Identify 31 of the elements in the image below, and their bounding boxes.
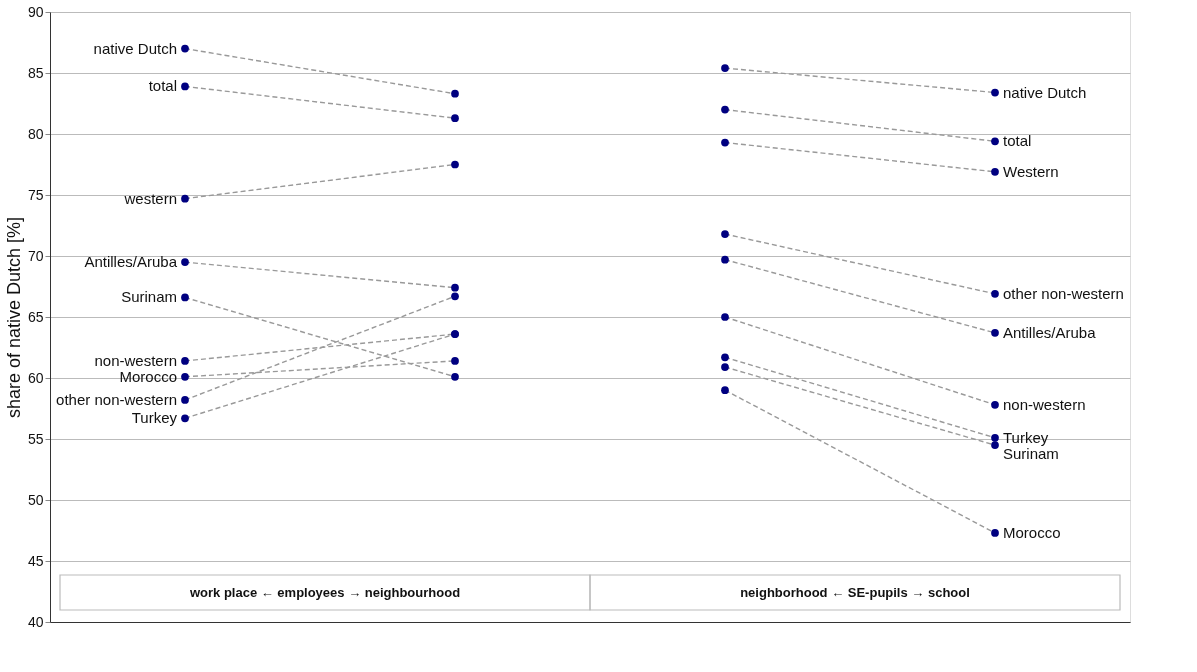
y-tick-label: 65 (27, 308, 44, 325)
series-label: Turkey (131, 409, 178, 427)
y-tick-label: 60 (27, 369, 44, 386)
y-tick-label: 75 (27, 186, 44, 203)
series-label: Morocco (1003, 523, 1061, 541)
y-tick-label: 45 (27, 552, 44, 569)
series-label: non-western (94, 351, 177, 369)
series-label: total (1003, 132, 1032, 150)
series-label: total (148, 77, 177, 95)
series-label: Surinam (121, 288, 177, 306)
y-axis-title: share of native Dutch [%] (3, 216, 24, 419)
y-tick-label: 80 (27, 125, 44, 142)
y-tick-label: 70 (27, 247, 44, 264)
series-label: Western (1003, 162, 1059, 180)
y-tick-label: 50 (27, 491, 44, 508)
y-tick-label: 40 (27, 613, 44, 630)
series-label: native Dutch (1003, 83, 1087, 101)
series-label: Morocco (119, 367, 177, 385)
y-tick-label: 90 (27, 3, 44, 20)
series-label: other non-western (56, 390, 177, 408)
annotation: work place ← employees → neighbourhood (188, 585, 461, 600)
series-label: native Dutch (93, 39, 177, 57)
series-label: non-western (1003, 395, 1086, 413)
series-label: Turkey (1003, 428, 1049, 446)
y-tick-label: 55 (27, 430, 44, 447)
annotation: neighborhood ← SE-pupils → school (740, 585, 970, 600)
series-label: Antilles/Aruba (1003, 323, 1097, 341)
series-label: other non-western (1003, 284, 1124, 302)
series-label: western (123, 189, 177, 207)
series-label: Antilles/Aruba (84, 253, 178, 271)
y-tick-label: 85 (27, 64, 44, 81)
